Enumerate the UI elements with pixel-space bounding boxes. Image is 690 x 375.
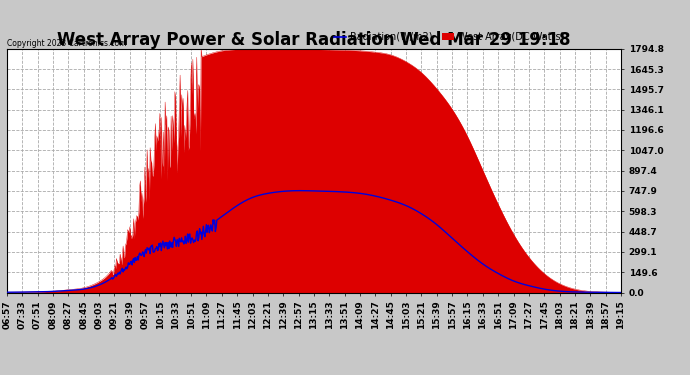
Title: West Array Power & Solar Radiation Wed Mar 29 19:18: West Array Power & Solar Radiation Wed M… [57,31,571,49]
Text: Copyright 2023 Cartronics.com: Copyright 2023 Cartronics.com [7,39,126,48]
Legend: Radiation(W/m2), West Array(DC Watts): Radiation(W/m2), West Array(DC Watts) [331,28,568,46]
